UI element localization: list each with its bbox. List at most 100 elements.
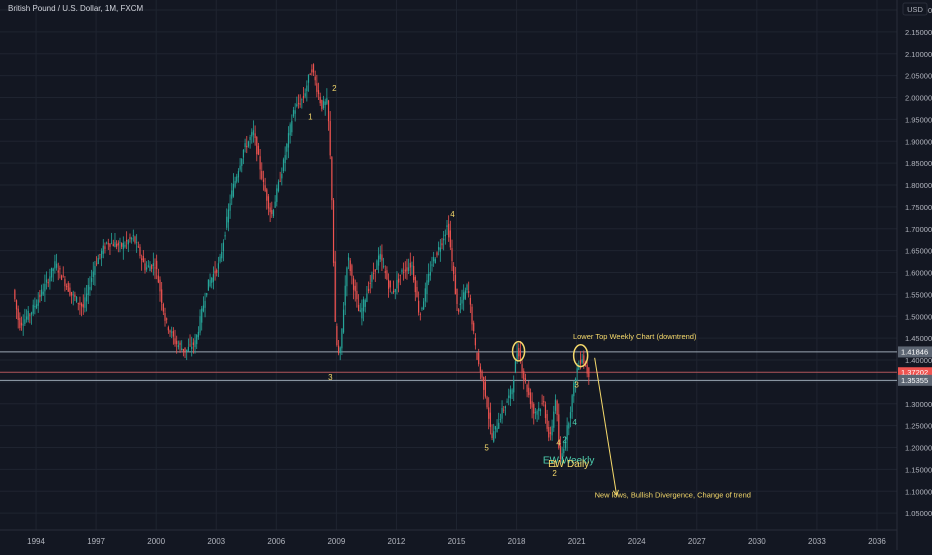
candle-body (30, 312, 33, 315)
candle-body (304, 93, 306, 97)
y-tick-label: 1.95000 (905, 115, 932, 124)
candle-body (224, 235, 226, 237)
candle-body (543, 401, 545, 403)
candle-body (489, 412, 491, 427)
candle-body (434, 259, 436, 264)
wave-label: 4 (556, 438, 561, 447)
candle-body (491, 433, 493, 439)
candle-body (184, 347, 186, 353)
price-label-box (898, 346, 932, 358)
price-label-value: 1.41846 (901, 347, 928, 356)
y-tick-label: 2.10000 (905, 50, 932, 59)
y-tick-label: 1.40000 (905, 356, 932, 365)
candle-body (94, 266, 96, 275)
candle-body (37, 299, 39, 306)
x-tick-label: 1997 (87, 537, 105, 546)
candle-body (49, 276, 51, 282)
candle-body (232, 183, 235, 197)
candle-body (413, 265, 415, 281)
candle-body (439, 247, 441, 252)
wave-label: 1 (308, 112, 313, 121)
candle-body (571, 395, 573, 412)
candle-body (70, 292, 73, 296)
candle-body (341, 328, 343, 349)
candle-body (374, 269, 376, 272)
candle-body (301, 99, 303, 101)
candle-body (576, 368, 578, 373)
candle-body (254, 133, 256, 138)
candle-body (149, 266, 151, 272)
candle-body (518, 347, 520, 357)
candle-body (127, 240, 129, 245)
candle-body (246, 145, 248, 148)
candle-body (573, 382, 575, 397)
y-tick-label: 1.70000 (905, 225, 932, 234)
candle-body (32, 304, 34, 314)
candle-body (116, 243, 118, 247)
x-tick-label: 1994 (27, 537, 45, 546)
candle-body (277, 181, 280, 191)
candle-body (419, 313, 421, 315)
candle-body (219, 256, 221, 262)
candle-body (481, 370, 483, 378)
candle-body (132, 235, 134, 237)
candle-body (528, 387, 530, 395)
candle-body (297, 103, 300, 105)
candle-body (426, 280, 428, 295)
candle-body (129, 237, 131, 239)
candle-body (538, 407, 540, 411)
x-tick-label: 2036 (868, 537, 886, 546)
y-tick-label: 1.85000 (905, 159, 932, 168)
candle-body (534, 412, 537, 413)
candle-body (164, 313, 166, 321)
candle-body (209, 280, 211, 287)
candle-body (554, 399, 557, 411)
candle-body (514, 361, 517, 373)
projection-arrow-head (612, 489, 619, 497)
candle-body (137, 246, 139, 248)
y-tick-label: 1.30000 (905, 400, 932, 409)
candle-body (79, 302, 81, 305)
candle-body (65, 286, 68, 287)
candle-body (122, 242, 124, 250)
candle-body (359, 310, 361, 312)
candle-body (516, 353, 518, 360)
candle-body (17, 308, 19, 320)
candle-body (351, 265, 353, 277)
candle-body (25, 316, 28, 320)
candle-body (424, 288, 426, 302)
candle-body (511, 389, 513, 395)
candle-body (339, 347, 341, 354)
candle-body (201, 308, 203, 323)
candle-body (294, 110, 296, 114)
candle-body (473, 322, 475, 332)
candle-body (162, 304, 164, 312)
x-tick-label: 2015 (448, 537, 466, 546)
candle-body (563, 448, 565, 454)
candle-body (423, 301, 425, 310)
candle-body (321, 99, 323, 110)
candle-body (371, 274, 373, 282)
candle-body (431, 264, 433, 266)
candle-body (453, 265, 455, 275)
candle-body (126, 239, 128, 242)
candle-body (566, 425, 568, 441)
candle-body (102, 245, 104, 254)
candle-body (199, 316, 201, 333)
candle-body (347, 257, 350, 261)
candle-body (384, 271, 386, 273)
candle-body (144, 263, 146, 271)
candle-body (264, 185, 266, 192)
candle-body (236, 176, 238, 182)
annotation-text: EW Weekly (543, 455, 595, 466)
candle-body (29, 314, 31, 316)
candle-body (463, 292, 465, 301)
y-tick-label: 1.90000 (905, 137, 932, 146)
candle-body (121, 243, 123, 247)
candle-body (181, 348, 183, 351)
candle-body (364, 300, 366, 307)
candle-body (176, 340, 178, 345)
candle-body (80, 303, 83, 307)
